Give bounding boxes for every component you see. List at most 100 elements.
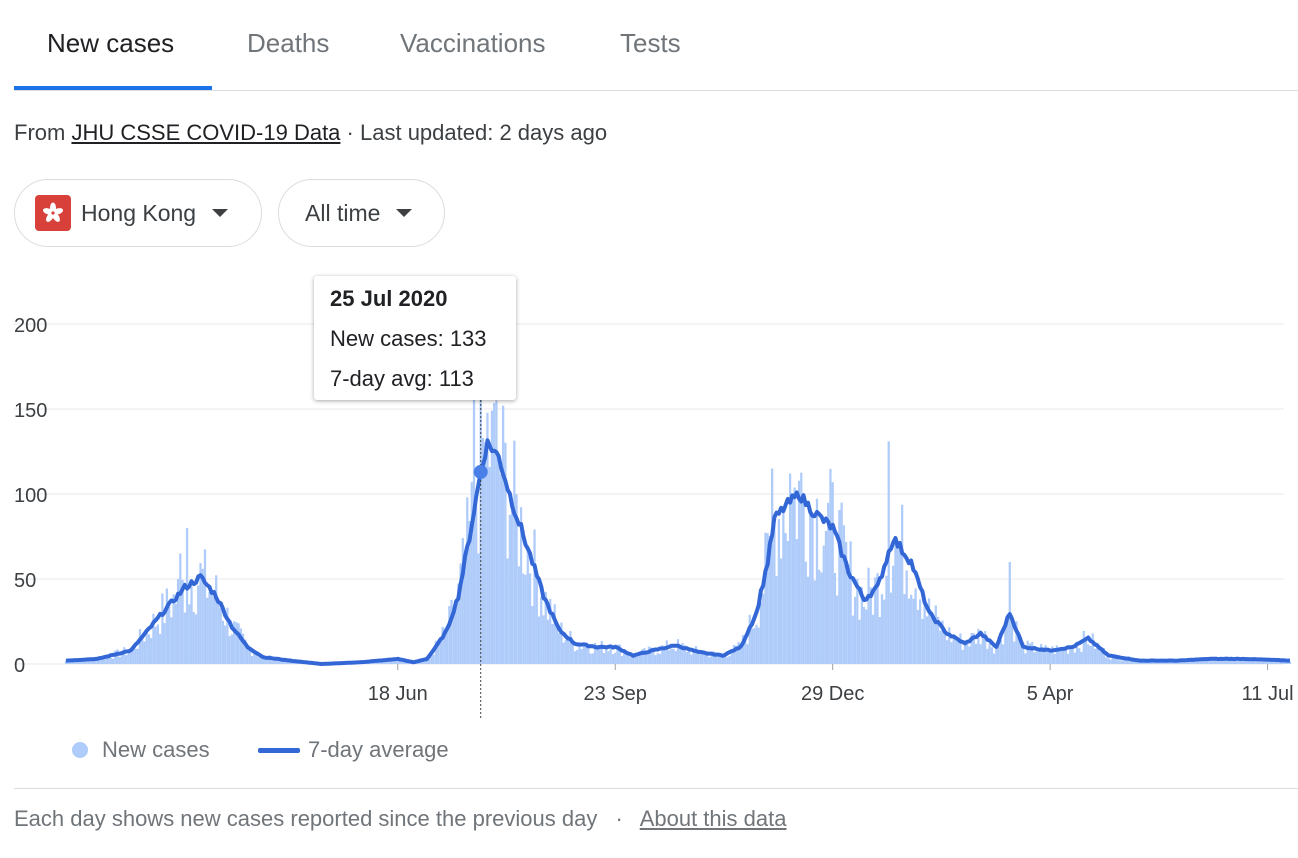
case-bar [141, 638, 144, 664]
case-bar [526, 545, 529, 664]
case-bar [134, 648, 137, 664]
case-bar [1084, 637, 1088, 664]
legend-new-cases[interactable]: New cases [72, 737, 210, 763]
case-bar [519, 507, 523, 664]
case-bar [241, 633, 245, 664]
period-selector[interactable]: All time [278, 179, 445, 247]
case-bar [614, 652, 617, 664]
case-bar [712, 651, 715, 664]
footer-separator: · [615, 806, 623, 831]
case-bar [768, 535, 772, 664]
legend-average[interactable]: 7-day average [258, 737, 449, 763]
case-bar [257, 656, 260, 664]
case-bar [757, 627, 760, 664]
case-bar [259, 656, 263, 664]
case-bar [878, 617, 881, 664]
case-bar [591, 653, 594, 664]
cases-chart[interactable]: 0 50 100 150 200 18 Jun 23 Sep 29 Dec 5 Apr 11 Ju… [0, 260, 1298, 730]
case-bar [398, 659, 402, 664]
case-bar [528, 573, 532, 664]
case-bar [1051, 646, 1054, 664]
case-bar [580, 648, 583, 664]
case-bar [199, 563, 202, 664]
case-bar [1015, 621, 1018, 664]
case-bar [1205, 659, 1209, 664]
source-link[interactable]: JHU CSSE COVID-19 Data [71, 120, 341, 145]
case-bar [1031, 641, 1034, 664]
case-bar [542, 615, 545, 664]
case-bar [1232, 659, 1236, 664]
case-bar [654, 655, 657, 664]
case-bar [105, 656, 108, 664]
case-bar [443, 628, 446, 664]
case-bar [777, 519, 780, 664]
case-bar [1217, 661, 1220, 664]
case-bar [1004, 624, 1007, 664]
about-data-link[interactable]: About this data [639, 806, 787, 831]
case-bar [405, 662, 408, 664]
case-bar [851, 615, 854, 664]
case-bar [1203, 659, 1206, 664]
case-bar [797, 480, 801, 664]
chart-tooltip: 25 Jul 2020 New cases: 133 7-day avg: 11… [314, 276, 516, 400]
case-bar [721, 654, 724, 664]
case-bar [708, 657, 711, 664]
case-bar [1237, 658, 1240, 664]
case-bar [912, 598, 915, 664]
case-bar [454, 602, 458, 664]
case-bar [174, 603, 177, 664]
case-bar [667, 650, 671, 664]
case-bar [1001, 644, 1005, 664]
case-bar [625, 654, 628, 664]
case-bar [1268, 659, 1271, 664]
case-bar [1046, 651, 1050, 664]
case-bar [273, 659, 276, 664]
tab-tests[interactable]: Tests [620, 28, 681, 58]
case-bar [735, 645, 738, 664]
case-bar [1241, 658, 1245, 664]
case-bar [898, 544, 902, 664]
case-bar [728, 656, 731, 664]
case-bar [1028, 643, 1032, 664]
case-bar [562, 642, 565, 664]
case-bar [945, 640, 949, 664]
tab-vaccinations[interactable]: Vaccinations [400, 28, 546, 58]
case-bar [959, 633, 962, 664]
case-bar [726, 657, 729, 664]
case-bar [795, 539, 798, 664]
case-bar [849, 541, 852, 664]
case-bar [605, 648, 608, 664]
case-bar [1221, 659, 1224, 664]
case-bar [233, 621, 236, 664]
footer-divider [14, 788, 1298, 789]
case-bar [69, 661, 72, 664]
legend-dot-icon [72, 742, 88, 758]
case-bar [551, 623, 554, 664]
case-bar [914, 588, 917, 664]
tab-deaths[interactable]: Deaths [247, 28, 330, 58]
case-bar [573, 651, 576, 664]
case-bar [255, 654, 258, 664]
case-bar [576, 650, 579, 664]
case-bar [784, 533, 787, 664]
case-bar [750, 628, 754, 664]
case-bar [999, 640, 1002, 664]
case-bar [468, 520, 471, 664]
legend-line-icon [258, 747, 300, 753]
y-tick-label: 100 [14, 485, 47, 507]
x-tick-label: 11 Jul [1242, 683, 1294, 705]
case-bar [466, 497, 469, 664]
y-tick-label: 150 [14, 400, 47, 422]
case-bar [448, 606, 451, 664]
region-selector[interactable]: Hong Kong [14, 179, 262, 247]
case-bar [979, 644, 982, 664]
case-bar [461, 537, 464, 664]
case-bar [845, 541, 848, 664]
source-prefix: From [14, 120, 66, 145]
tab-new-cases[interactable]: New cases [47, 28, 175, 58]
case-bar [759, 602, 763, 664]
case-bar [194, 614, 198, 664]
case-bar [1270, 660, 1274, 664]
case-bar [838, 510, 841, 664]
case-bar [874, 577, 877, 664]
